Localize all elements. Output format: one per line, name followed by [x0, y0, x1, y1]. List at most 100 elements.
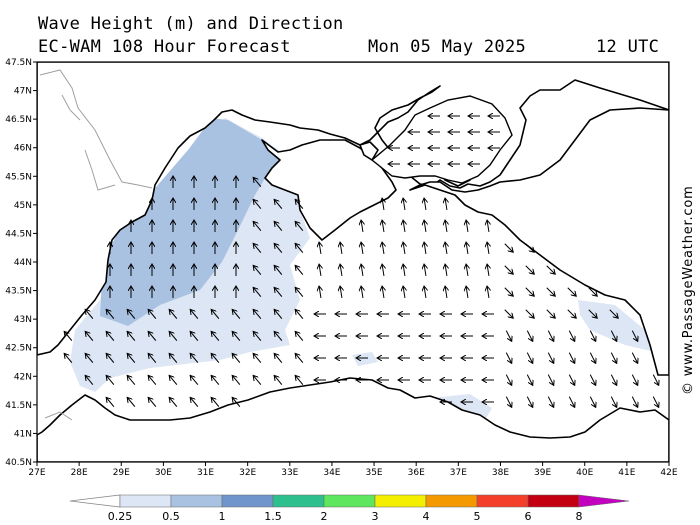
wave-arrow: [211, 353, 220, 363]
wave-arrow: [652, 374, 658, 386]
wave-arrow: [232, 331, 241, 341]
colorbar-label: 5: [474, 510, 481, 523]
wave-arrow: [106, 331, 115, 341]
lon-tick-label: 39E: [534, 468, 551, 478]
colorbar-high-end: [578, 494, 630, 508]
land-caucasus: [409, 107, 669, 376]
colorbar-swatch: [272, 494, 325, 508]
lon-tick-label: 38E: [492, 468, 509, 478]
longitude-axis: 27E 28E 29E 30E 31E 32E 33E 34E 35E 36E 37E 38E 39E 4…: [28, 462, 678, 478]
wave-arrow: [631, 352, 637, 364]
wave-arrow: [148, 331, 157, 341]
wave-arrow: [211, 331, 220, 341]
forecast-model: EC-WAM 108 Hour Forecast: [38, 37, 291, 57]
wave-arrow: [547, 374, 553, 386]
wave-arrow: [589, 396, 595, 408]
wave-arrow: [382, 242, 384, 255]
wave-arrow: [403, 264, 405, 277]
lon-tick-label: 30E: [155, 468, 172, 478]
wave-arrow: [505, 374, 511, 386]
lat-tick-label: 42N: [14, 372, 32, 382]
wave-arrow: [487, 264, 489, 277]
wave-arrow: [526, 374, 532, 386]
colorbar-swatch: [119, 494, 172, 508]
wave-arrow: [466, 264, 468, 277]
lon-tick-label: 42E: [660, 468, 677, 478]
wave-arrow: [295, 353, 304, 363]
wave-arrow: [547, 352, 553, 364]
wave-arrow: [361, 242, 363, 255]
wave-arrow: [505, 330, 511, 342]
wave-arrow: [403, 242, 405, 255]
wave-arrow: [274, 287, 283, 297]
wave-arrow: [127, 309, 136, 319]
wave-arrow: [568, 374, 574, 386]
wave-arrow: [274, 375, 283, 385]
wave-arrow: [148, 397, 157, 407]
wave-arrow: [504, 265, 513, 274]
lat-tick-label: 41.5N: [5, 401, 32, 411]
lon-tick-label: 32E: [239, 468, 256, 478]
wave-height-colorbar: 0.25 0.5 1 1.5 2 3 4 5 6 8: [69, 494, 630, 523]
wave-arrow: [169, 309, 178, 319]
colorbar-swatch: [221, 494, 274, 508]
wave-arrow: [382, 220, 384, 233]
wave-arrow: [85, 375, 94, 385]
colorbar-label: 0.25: [108, 510, 133, 523]
wave-arrow: [253, 265, 262, 275]
wave-arrow: [466, 286, 468, 299]
wave-arrow: [211, 309, 220, 319]
land-azov-coast-west: [359, 141, 379, 161]
colorbar-swatch: [476, 494, 529, 508]
wave-arrow: [169, 375, 178, 385]
lat-tick-label: 44.5N: [5, 229, 32, 239]
wave-arrow: [361, 220, 363, 233]
wave-arrow: [588, 287, 597, 296]
wave-arrow: [445, 242, 447, 255]
wave-arrow: [64, 353, 73, 363]
wave-arrow: [445, 286, 447, 299]
wave-arrow: [295, 221, 304, 231]
wave-arrow: [253, 243, 262, 253]
wave-arrow: [568, 330, 574, 342]
wave-arrow: [568, 352, 574, 364]
forecast-time: 12 UTC: [596, 37, 660, 57]
wave-arrow: [190, 353, 199, 363]
wave-arrow: [504, 309, 513, 318]
wave-arrow: [295, 309, 304, 319]
colorbar-label: 4: [423, 510, 430, 523]
wave-arrow: [526, 330, 532, 342]
wave-arrow: [253, 375, 262, 385]
wave-arrow: [85, 331, 94, 341]
wave-arrow: [525, 309, 534, 318]
latitude-axis: 47.5N 47N 46.5N 46N 45.5N 45N 44.5N 44N 43.5N 43N…: [5, 58, 37, 468]
copyright-notice: © www.PassageWeather.com: [681, 185, 696, 395]
colorbar-label: 6: [525, 510, 532, 523]
wave-arrow: [295, 265, 304, 275]
lat-tick-label: 45N: [14, 201, 32, 211]
wave-arrow: [169, 353, 178, 363]
wave-arrow: [403, 220, 405, 233]
wave-arrow: [274, 221, 283, 231]
wave-arrow: [295, 375, 304, 385]
wave-arrow: [148, 353, 157, 363]
wave-arrow: [148, 309, 157, 319]
wave-arrow: [127, 353, 136, 363]
lat-tick-label: 47N: [14, 87, 32, 97]
wave-arrow: [190, 375, 199, 385]
wave-arrow: [382, 286, 384, 299]
wave-arrow: [106, 397, 115, 407]
lat-tick-label: 46N: [14, 144, 32, 154]
colorbar-label: 2: [321, 510, 328, 523]
lon-tick-label: 33E: [281, 468, 298, 478]
wave-arrow: [466, 242, 468, 255]
wave-arrow: [127, 331, 136, 341]
map-title: Wave Height (m) and Direction: [38, 14, 344, 34]
lon-tick-label: 27E: [28, 468, 45, 478]
wave-arrow: [589, 330, 595, 342]
wave-arrow: [424, 220, 426, 233]
wave-arrow: [382, 264, 384, 277]
wave-arrow: [253, 331, 262, 341]
colorbar-swatch: [374, 494, 427, 508]
